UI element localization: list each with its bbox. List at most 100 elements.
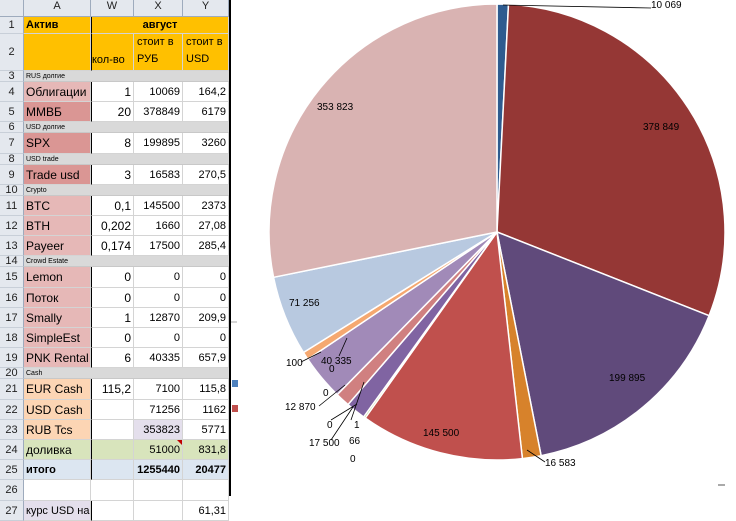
rub-cell[interactable]: 1660 [134, 216, 183, 237]
row-number[interactable]: 13 [0, 236, 24, 257]
usd-cell[interactable]: 115,8 [183, 379, 229, 400]
row-number[interactable]: 20 [0, 368, 24, 380]
qty-cell[interactable]: 115,2 [91, 379, 134, 400]
qty-cell[interactable] [91, 500, 134, 521]
header-asset[interactable]: Актив [24, 17, 91, 34]
asset-name[interactable]: SimpleEst [24, 328, 91, 349]
pie-slice-2[interactable] [495, 230, 711, 457]
empty-cell[interactable] [91, 480, 134, 501]
asset-name[interactable]: курс USD на [24, 500, 91, 521]
row-number[interactable]: 15 [0, 267, 24, 288]
rub-cell[interactable]: 199895 [134, 133, 183, 154]
column-header-w[interactable]: W [91, 0, 134, 17]
row-number[interactable]: 6 [0, 122, 24, 134]
row-number[interactable]: 16 [0, 287, 24, 308]
row-number[interactable]: 18 [0, 328, 24, 349]
usd-cell[interactable]: 20477 [183, 460, 229, 481]
rub-cell[interactable] [134, 500, 183, 521]
row-number[interactable]: 11 [0, 195, 24, 216]
comment-indicator[interactable] [177, 440, 182, 445]
empty-cell[interactable] [183, 480, 229, 501]
rub-cell[interactable]: 0 [134, 328, 183, 349]
header-blank[interactable] [24, 34, 91, 71]
asset-name[interactable]: итого [24, 460, 91, 481]
qty-cell[interactable]: 0 [91, 287, 134, 308]
qty-cell[interactable]: 1 [91, 307, 134, 328]
qty-cell[interactable]: 6 [91, 348, 134, 369]
rub-cell[interactable]: 12870 [134, 307, 183, 328]
qty-cell[interactable]: 8 [91, 133, 134, 154]
row-number[interactable]: 22 [0, 399, 24, 420]
usd-cell[interactable]: 2373 [183, 195, 229, 216]
rub-cell[interactable]: 40335 [134, 348, 183, 369]
usd-cell[interactable]: 6179 [183, 102, 229, 123]
row-number[interactable]: 23 [0, 419, 24, 440]
usd-cell[interactable]: 27,08 [183, 216, 229, 237]
row-number[interactable]: 2 [0, 34, 24, 71]
rub-cell[interactable]: 145500 [134, 195, 183, 216]
rub-cell[interactable]: 353823 [134, 419, 183, 440]
asset-name[interactable]: Поток [24, 287, 91, 308]
row-number[interactable]: 26 [0, 480, 24, 501]
asset-name[interactable]: BTC [24, 195, 91, 216]
section-label[interactable]: USD долгие [24, 122, 229, 134]
asset-name[interactable]: Payeer [24, 236, 91, 257]
asset-name[interactable]: BTH [24, 216, 91, 237]
row-number[interactable]: 8 [0, 153, 24, 165]
asset-name[interactable]: RUB Tcs [24, 419, 91, 440]
select-all-corner[interactable] [0, 0, 24, 17]
asset-name[interactable]: EUR Cash [24, 379, 91, 400]
rub-cell[interactable]: 7100 [134, 379, 183, 400]
column-header-y[interactable]: Y [183, 0, 229, 17]
qty-cell[interactable]: 3 [91, 164, 134, 185]
rub-cell[interactable]: 0 [134, 267, 183, 288]
section-label[interactable]: Crypto [24, 184, 229, 196]
asset-name[interactable]: доливка [24, 440, 91, 461]
qty-cell[interactable]: 20 [91, 102, 134, 123]
row-number[interactable]: 21 [0, 379, 24, 400]
row-number[interactable]: 4 [0, 82, 24, 103]
usd-cell[interactable]: 0 [183, 328, 229, 349]
row-number[interactable]: 14 [0, 256, 24, 268]
qty-cell[interactable]: 0,174 [91, 236, 134, 257]
asset-name[interactable]: USD Cash [24, 399, 91, 420]
qty-cell[interactable]: 0,202 [91, 216, 134, 237]
usd-cell[interactable]: 270,5 [183, 164, 229, 185]
usd-cell[interactable]: 1162 [183, 399, 229, 420]
qty-cell[interactable] [91, 440, 134, 461]
header-usd[interactable]: стоит в USD [183, 34, 229, 71]
rub-cell[interactable]: 71256 [134, 399, 183, 420]
row-number[interactable]: 25 [0, 460, 24, 481]
row-number[interactable]: 27 [0, 500, 24, 521]
qty-cell[interactable] [91, 460, 134, 481]
usd-cell[interactable]: 3260 [183, 133, 229, 154]
row-number[interactable]: 10 [0, 184, 24, 196]
usd-cell[interactable]: 285,4 [183, 236, 229, 257]
rub-cell[interactable]: 17500 [134, 236, 183, 257]
column-header-a[interactable]: A [24, 0, 91, 17]
rub-cell[interactable]: 1255440 [134, 460, 183, 481]
usd-cell[interactable]: 209,9 [183, 307, 229, 328]
row-number[interactable]: 1 [0, 17, 24, 34]
qty-cell[interactable]: 0 [91, 267, 134, 288]
row-number[interactable]: 9 [0, 164, 24, 185]
row-number[interactable]: 7 [0, 133, 24, 154]
asset-name[interactable]: PNK Rental [24, 348, 91, 369]
usd-cell[interactable]: 831,8 [183, 440, 229, 461]
section-label[interactable]: USD trade [24, 153, 229, 165]
pie-slice-4[interactable] [364, 229, 524, 461]
section-label[interactable]: Cash [24, 368, 229, 380]
row-number[interactable]: 24 [0, 440, 24, 461]
row-number[interactable]: 3 [0, 71, 24, 82]
asset-name[interactable]: Trade usd [24, 164, 91, 185]
header-qty[interactable]: кол-во [91, 34, 134, 71]
header-month[interactable]: август [91, 17, 229, 34]
qty-cell[interactable]: 1 [91, 82, 134, 103]
usd-cell[interactable]: 164,2 [183, 82, 229, 103]
qty-cell[interactable]: 0,1 [91, 195, 134, 216]
asset-name[interactable]: ММВБ [24, 102, 91, 123]
rub-cell[interactable]: 0 [134, 287, 183, 308]
empty-cell[interactable] [134, 480, 183, 501]
pie-slice-14[interactable] [268, 3, 498, 279]
usd-cell[interactable]: 0 [183, 267, 229, 288]
